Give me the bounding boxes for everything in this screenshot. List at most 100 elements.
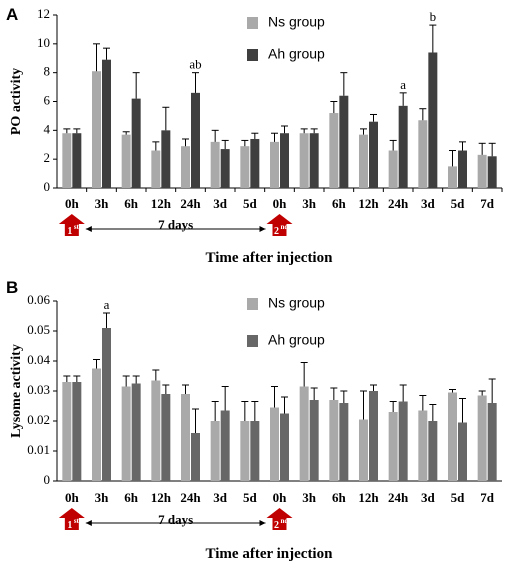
x-tick-label: 12h (358, 196, 379, 211)
bar-ns-group (62, 382, 72, 481)
bar-ns-group (329, 113, 339, 188)
significance-label: ab (189, 57, 201, 72)
bar-ah-group (72, 133, 82, 188)
bar-ns-group (181, 394, 190, 481)
x-tick-label: 0h (273, 490, 288, 505)
injection-label-1-sup: st (74, 223, 80, 231)
bar-ns-group (62, 133, 72, 188)
bar-ns-group (388, 150, 398, 188)
x-tick-label: 0h (65, 490, 80, 505)
bar-ah-group (428, 52, 438, 188)
bar-ns-group (299, 133, 309, 188)
bar-ns-group (329, 400, 339, 481)
bar-ah-group (131, 383, 141, 481)
bar-ah-group (339, 95, 349, 188)
bar-ns-group (210, 141, 220, 188)
bar-ns-group (448, 392, 457, 481)
x-axis-label: Time after injection (206, 546, 334, 562)
bar-ns-group (181, 146, 190, 188)
bar-ns-group (151, 380, 161, 481)
y-tick-label: 0 (44, 179, 51, 194)
bar-ns-group (92, 368, 101, 481)
x-tick-label: 5d (243, 196, 258, 211)
x-tick-label: 12h (358, 490, 379, 505)
x-tick-label: 6h (124, 196, 139, 211)
x-tick-label: 7d (480, 490, 495, 505)
bar-ah-group (369, 391, 378, 481)
x-tick-label: 12h (151, 196, 172, 211)
span-arrowhead-right (259, 226, 266, 232)
bar-ah-group (487, 403, 497, 481)
bar-ah-group (191, 433, 200, 481)
bar-ns-group (210, 421, 220, 481)
y-axis-label: Lysome activity (9, 344, 24, 438)
bar-ah-group (398, 401, 408, 481)
x-tick-label: 24h (180, 490, 201, 505)
x-tick-label: 6h (332, 196, 347, 211)
x-tick-label: 3h (95, 196, 110, 211)
span-arrowhead-right (259, 520, 266, 526)
x-tick-label: 7d (480, 196, 495, 211)
y-tick-label: 0.01 (27, 442, 50, 457)
bar-ns-group (359, 134, 368, 188)
y-tick-label: 12 (37, 6, 50, 21)
x-tick-label: 6h (124, 490, 139, 505)
y-tick-label: 10 (37, 35, 50, 50)
bar-ah-group (220, 149, 230, 188)
bar-ns-group (299, 386, 309, 481)
y-tick-label: 0.04 (27, 352, 50, 367)
panel-label: B (6, 278, 18, 297)
x-tick-label: 6h (332, 490, 347, 505)
bar-ah-group (458, 150, 467, 188)
bar-ns-group (121, 134, 131, 188)
significance-label: a (104, 297, 110, 312)
span-arrowhead-left (85, 226, 92, 232)
legend-entry: Ah group (268, 332, 325, 348)
injection-arrow-2 (266, 508, 293, 530)
bar-ah-group (250, 421, 260, 481)
x-tick-label: 24h (180, 196, 201, 211)
bar-ah-group (161, 394, 171, 481)
legend-entry: Ah group (268, 46, 325, 62)
bar-ns-group (240, 421, 250, 481)
injection-arrow-1 (58, 508, 85, 530)
bar-ns-group (92, 71, 101, 188)
significance-label: a (400, 77, 406, 92)
panel-label: A (6, 5, 18, 24)
y-tick-label: 4 (44, 121, 51, 136)
bar-ns-group (477, 154, 487, 188)
bar-ah-group (309, 133, 319, 188)
x-tick-label: 3d (213, 490, 228, 505)
bar-ah-group (309, 400, 319, 481)
bar-ns-group (388, 412, 398, 481)
y-axis-label: PO activity (9, 68, 24, 135)
x-tick-label: 3d (421, 196, 436, 211)
x-tick-label: 24h (388, 490, 409, 505)
injection-label-1-sup: st (74, 517, 80, 525)
bar-ns-group (359, 419, 368, 481)
bar-ah-group (131, 98, 141, 188)
legend-swatch (247, 335, 258, 347)
legend-entry: Ns group (268, 295, 325, 311)
bar-ns-group (418, 410, 428, 481)
y-tick-label: 0.05 (27, 322, 50, 337)
x-tick-label: 5d (243, 490, 258, 505)
x-tick-label: 3d (213, 196, 228, 211)
x-tick-label: 0h (273, 196, 288, 211)
y-tick-label: 0.03 (27, 382, 50, 397)
bar-ah-group (102, 328, 111, 481)
bar-ah-group (191, 92, 200, 188)
y-tick-label: 6 (44, 92, 51, 107)
bar-ah-group (250, 138, 260, 188)
injection-label-1: 1 (67, 226, 72, 237)
x-tick-label: 3h (302, 196, 317, 211)
x-axis-label: Time after injection (206, 250, 334, 266)
legend-swatch (247, 49, 258, 61)
bar-ah-group (280, 133, 289, 188)
x-tick-label: 0h (65, 196, 80, 211)
bar-ah-group (339, 403, 349, 481)
bar-ah-group (220, 410, 230, 481)
bar-ah-group (72, 382, 82, 481)
injection-label-2-sup: nd (281, 517, 289, 525)
